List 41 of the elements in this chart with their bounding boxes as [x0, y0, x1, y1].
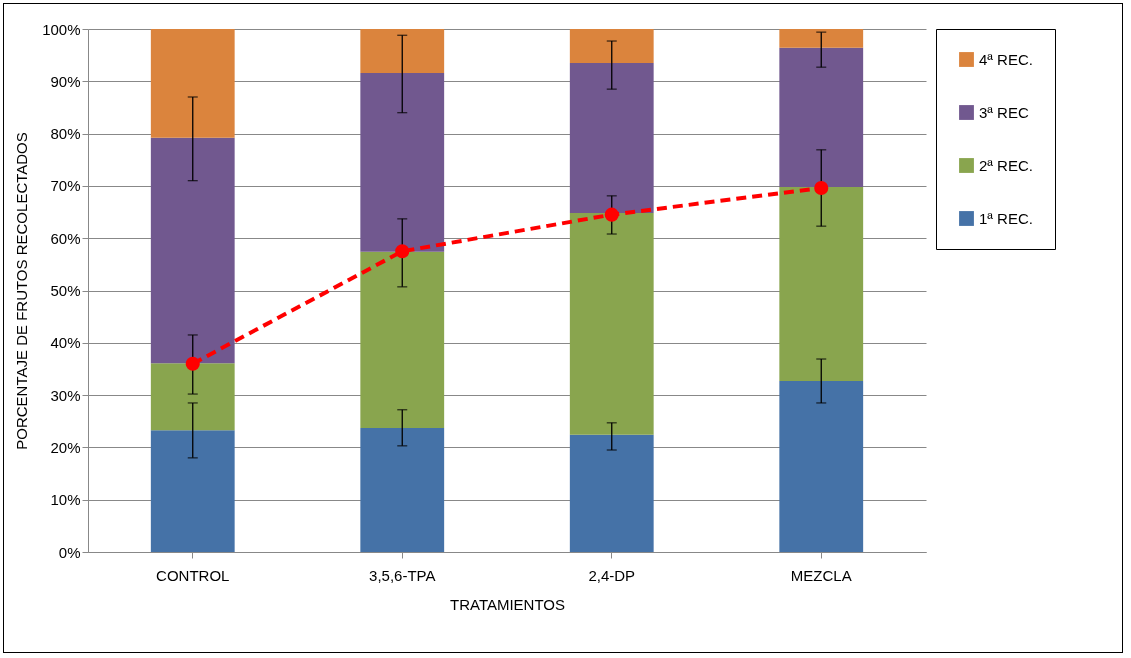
bar: [779, 29, 864, 48]
bar: [779, 47, 864, 187]
y-tick-label: 0%: [58, 543, 81, 561]
x-tick-label: 3,5,6-TPA: [369, 566, 436, 584]
bar: [150, 137, 235, 364]
bar: [569, 213, 654, 435]
x-tick-label: CONTROL: [156, 566, 230, 584]
bar: [569, 29, 654, 63]
y-tick-label: 50%: [50, 282, 81, 299]
bar: [360, 251, 445, 429]
point: [395, 244, 410, 259]
bar: [360, 29, 445, 73]
point: [604, 207, 619, 222]
legend-label: 3ª REC: [979, 103, 1029, 121]
y-tick-label: 10%: [50, 491, 81, 509]
legend-label: 4ª REC.: [979, 50, 1033, 68]
y-tick-label: 30%: [50, 386, 81, 404]
x-tick-label: 2,4-DP: [588, 566, 636, 584]
point: [185, 356, 200, 371]
y-tick-label: 80%: [50, 125, 81, 143]
bar: [150, 363, 235, 431]
bar: [569, 434, 654, 552]
legend-label: 2ª REC.: [979, 156, 1033, 174]
bar: [150, 29, 235, 138]
bar: [150, 430, 235, 552]
legend-label: 1ª REC.: [979, 209, 1033, 227]
bar: [360, 72, 445, 252]
y-tick-label: 90%: [50, 72, 81, 90]
y-tick-label: 60%: [50, 229, 81, 247]
y-axis-title: PORCENTAJE DE FRUTOS RECOLECTADOS: [13, 132, 31, 450]
point: [814, 180, 829, 196]
y-tick-label: 20%: [50, 438, 81, 456]
bar: [360, 428, 445, 552]
y-tick-label: 100%: [42, 20, 81, 38]
bar: [779, 380, 864, 552]
y-tick-label: 40%: [50, 334, 81, 352]
y-tick-label: 70%: [50, 177, 81, 195]
x-tick-label: MEZCLA: [790, 566, 852, 584]
bar: [569, 62, 654, 214]
bar: [779, 186, 864, 381]
x-axis-title: TRATAMIENTOS: [449, 595, 566, 613]
